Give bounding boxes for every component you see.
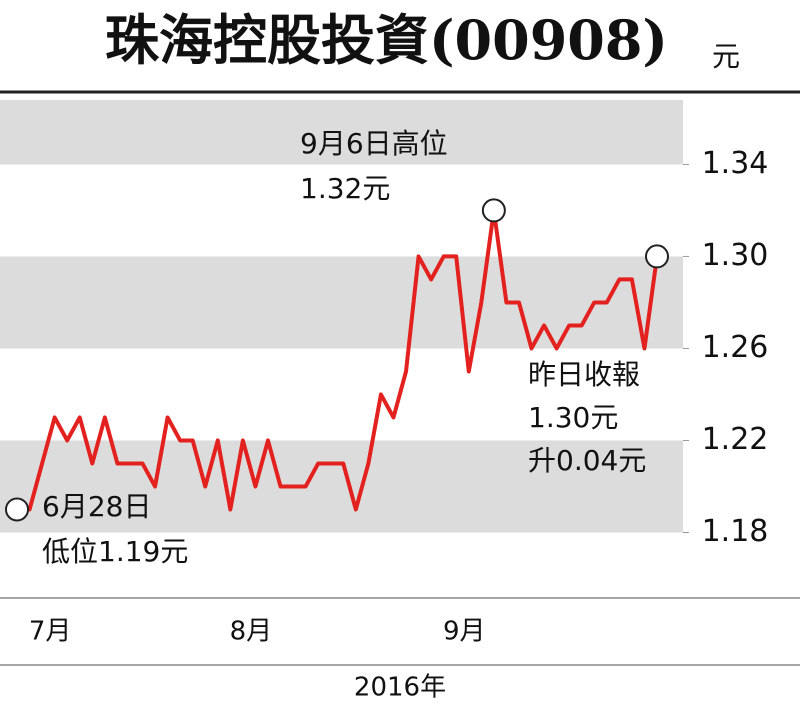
x-axis-label: 2016年: [354, 673, 446, 703]
x-tick-label: 8月: [230, 617, 273, 647]
band: [0, 532, 683, 590]
y-tick-label: 1.22: [702, 422, 769, 457]
annotation: 1.30元: [528, 401, 618, 434]
annotation: 6月28日: [42, 490, 151, 523]
annotation: 低位1.19元: [42, 535, 188, 568]
annotation: 昨日收報: [528, 358, 640, 391]
y-tick-label: 1.18: [702, 514, 769, 549]
chart-title: 珠海控股投資(00908): [105, 8, 668, 72]
y-tick-label: 1.26: [702, 330, 769, 365]
unit-label: 元: [712, 40, 740, 73]
annotation: 升0.04元: [528, 444, 646, 477]
x-tick-label: 7月: [29, 617, 72, 647]
band: [0, 164, 683, 257]
y-tick-label: 1.30: [702, 238, 769, 273]
highlight-point: [481, 198, 506, 223]
x-tick-label: 9月: [443, 617, 486, 647]
price-line: [17, 208, 659, 512]
highlight-point: [5, 497, 29, 522]
annotation: 9月6日高位: [300, 127, 448, 160]
annotation: 1.32元: [300, 172, 390, 205]
highlight-point: [645, 244, 669, 269]
y-tick-label: 1.34: [702, 146, 769, 181]
band: [0, 348, 683, 441]
